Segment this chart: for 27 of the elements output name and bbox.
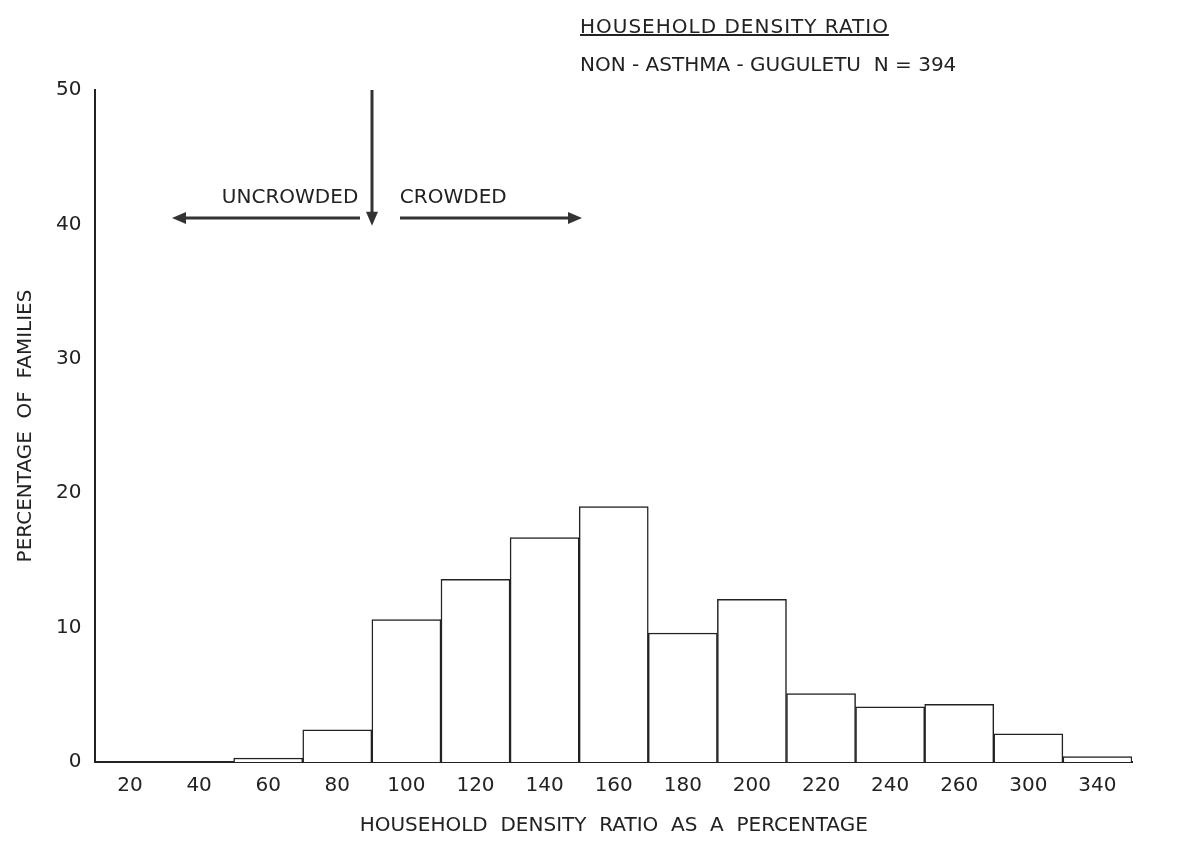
chart-title: HOUSEHOLD DENSITY RATIO	[580, 14, 889, 38]
x-tick-label: 160	[594, 772, 633, 797]
x-tick-label: 260	[940, 772, 979, 797]
y-tick-label: 50	[56, 76, 82, 101]
x-tick-label: 200	[732, 772, 772, 797]
x-tick-label: 240	[871, 772, 910, 797]
y-tick-label: 20	[56, 479, 82, 504]
y-axis-title: PERCENTAGE OF FAMILIES	[12, 289, 37, 563]
x-tick-label: 40	[186, 772, 212, 797]
x-tick-label: 220	[801, 772, 841, 797]
y-tick-label: 10	[56, 613, 82, 638]
x-tick-label: 20	[117, 772, 143, 797]
y-tick-label: 40	[56, 210, 82, 235]
x-axis-title: HOUSEHOLD DENSITY RATIO AS A PERCENTAGE	[359, 812, 868, 837]
annotation: UNCROWDED	[221, 183, 359, 208]
x-tick-label: 300	[1009, 772, 1048, 797]
x-tick-label: 120	[456, 772, 495, 797]
y-tick-label: 30	[56, 345, 82, 369]
chart-subtitle: NON - ASTHMA - GUGULETU N = 394	[580, 52, 957, 76]
x-tick-label: 80	[324, 772, 351, 797]
y-tick-label: 0	[68, 748, 82, 773]
annotation: CROWDED	[399, 183, 507, 208]
x-tick-label: 100	[387, 772, 426, 797]
x-tick-label: 60	[255, 772, 281, 797]
x-tick-label: 140	[525, 772, 564, 797]
x-tick-label: 180	[663, 772, 702, 797]
x-tick-label: 340	[1078, 772, 1117, 797]
